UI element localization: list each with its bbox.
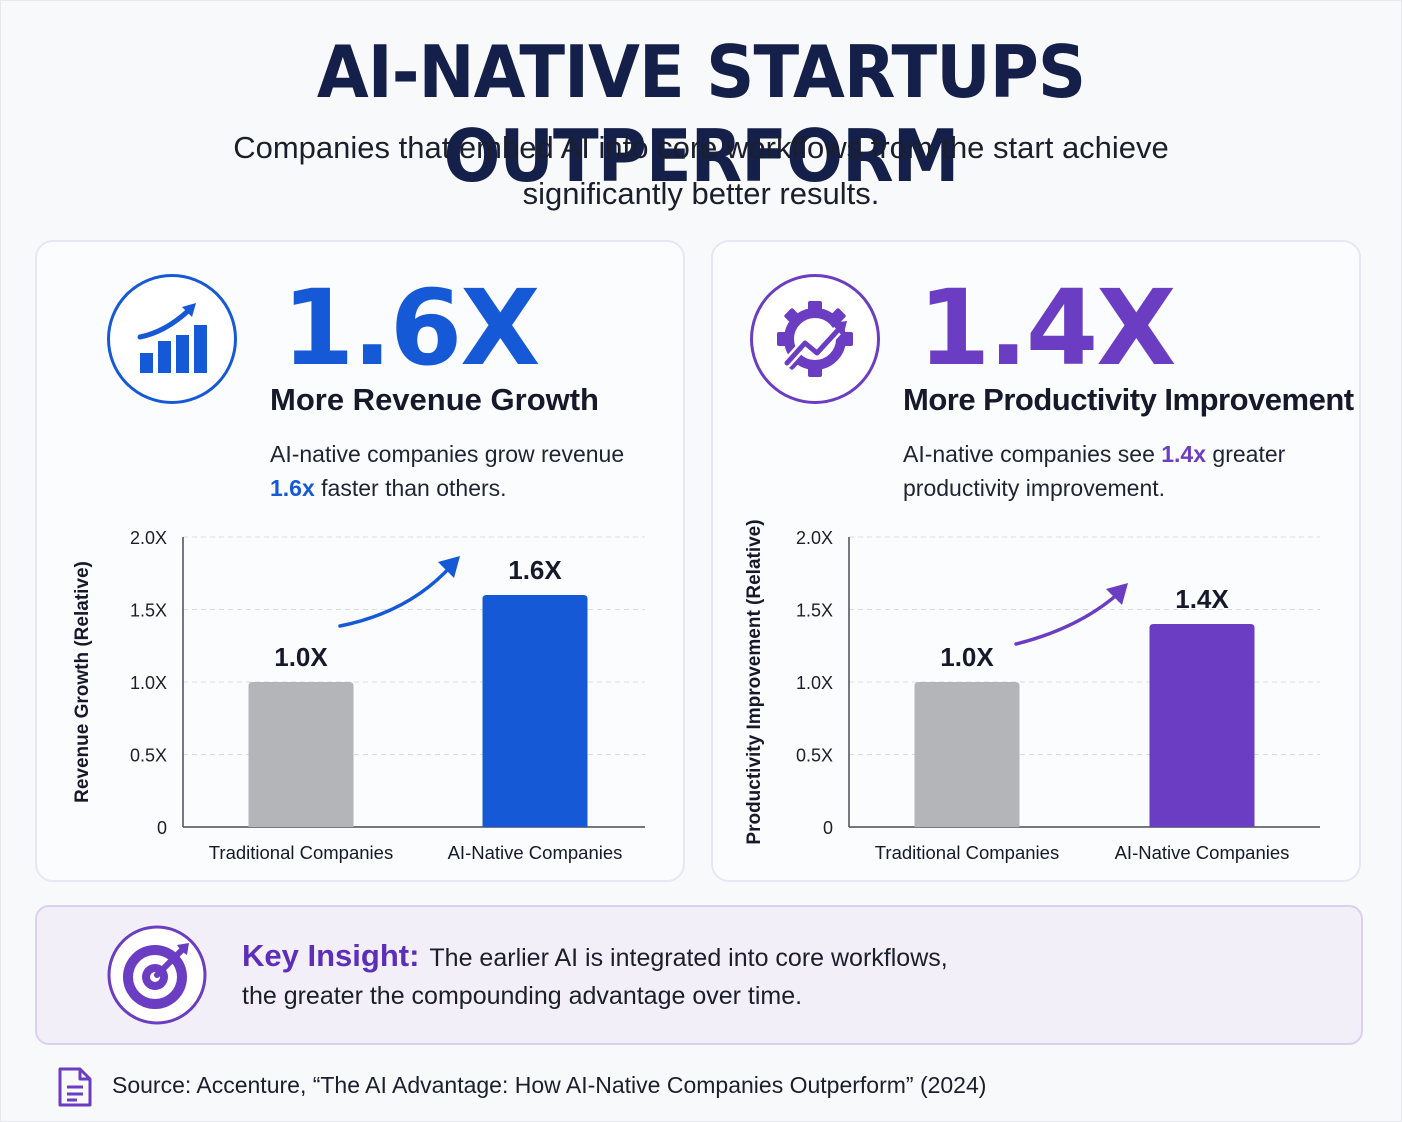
productivity-card: 1.4X More Productivity Improvement AI-na…	[711, 240, 1361, 882]
y-tick-label: 1.0X	[796, 673, 833, 693]
bar-chart-growth-icon	[107, 274, 237, 404]
x-category-label: AI-Native Companies	[1115, 842, 1290, 863]
revenue-label: More Revenue Growth	[270, 382, 599, 417]
growth-arrow	[338, 563, 454, 628]
x-category-label: Traditional Companies	[875, 842, 1059, 863]
page-subtitle: Companies that embed AI into core workfl…	[233, 130, 1169, 211]
revenue-multiplier: 1.6X	[282, 267, 540, 389]
gear-growth-icon	[750, 274, 880, 404]
revenue-highlight: 1.6x	[270, 475, 315, 501]
bar-ai-native	[1149, 624, 1255, 827]
y-tick-label: 0.5X	[130, 746, 167, 766]
bar-ai-native	[482, 595, 588, 827]
bar-traditional	[248, 682, 354, 827]
y-tick-label: 1.0X	[130, 673, 167, 693]
y-tick-label: 0	[157, 818, 167, 838]
revenue-description: AI-native companies grow revenue 1.6x fa…	[270, 441, 625, 501]
y-axis-title: Revenue Growth (Relative)	[72, 561, 93, 803]
y-tick-label: 2.0X	[796, 528, 833, 548]
bar-value-label: 1.6X	[508, 555, 562, 585]
y-tick-label: 0	[823, 818, 833, 838]
insight-text: Key Insight: The earlier AI is integrated…	[242, 938, 948, 1010]
bar-value-label: 1.0X	[274, 642, 328, 672]
x-category-label: AI-Native Companies	[448, 842, 623, 863]
bar-traditional	[914, 682, 1020, 827]
productivity-multiplier: 1.4X	[918, 267, 1176, 389]
insight-heading: Key Insight:	[242, 938, 420, 973]
productivity-highlight: 1.4x	[1161, 441, 1207, 467]
document-icon	[58, 1067, 92, 1107]
target-icon	[107, 925, 207, 1025]
y-axis-title: Productivity Improvement (Relative)	[744, 519, 765, 844]
y-tick-label: 1.5X	[130, 601, 167, 621]
y-tick-label: 1.5X	[796, 601, 833, 621]
productivity-label: More Productivity Improvement	[903, 382, 1354, 417]
x-category-label: Traditional Companies	[209, 842, 393, 863]
growth-arrow-head	[438, 556, 460, 578]
growth-arrow	[1014, 590, 1122, 646]
source-citation: Source: Accenture, “The AI Advantage: Ho…	[112, 1072, 987, 1098]
page-title: AI-NATIVE STARTUPS OUTPERFORM	[316, 30, 1086, 198]
key-insight-panel: Key Insight: The earlier AI is integrated…	[35, 905, 1363, 1045]
bar-value-label: 1.0X	[940, 642, 994, 672]
growth-arrow-head	[1106, 583, 1128, 605]
y-tick-label: 2.0X	[130, 528, 167, 548]
bar-value-label: 1.4X	[1175, 584, 1229, 614]
y-tick-label: 0.5X	[796, 746, 833, 766]
productivity-description: AI-native companies see 1.4x greater pro…	[903, 441, 1286, 501]
